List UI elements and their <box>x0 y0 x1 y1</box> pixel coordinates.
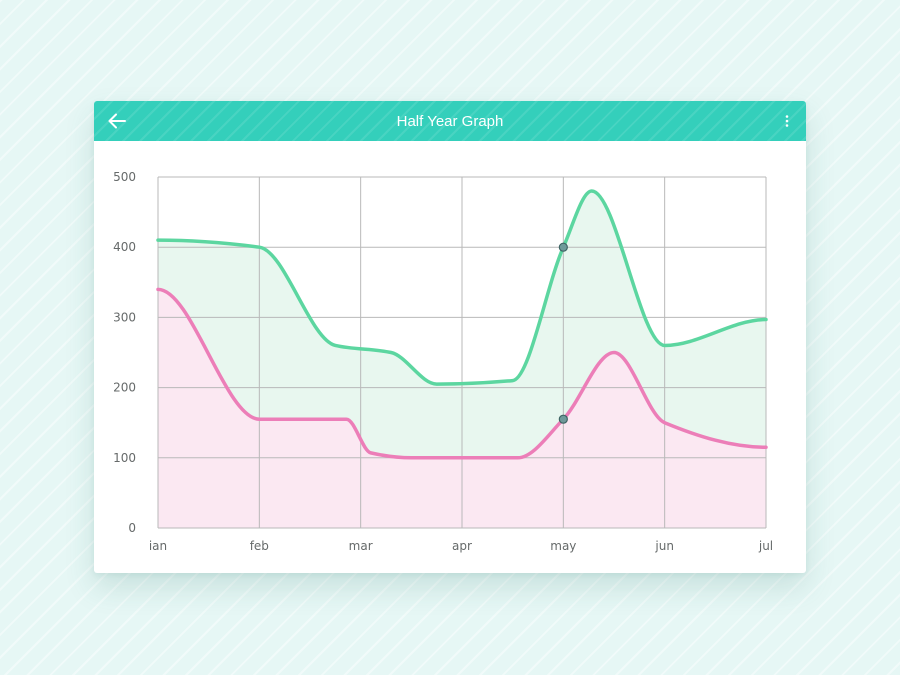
page-title: Half Year Graph <box>396 113 504 130</box>
highlight-point-pink <box>558 414 568 424</box>
chart-grid <box>157 176 767 529</box>
series-line-green <box>156 189 768 386</box>
x-tick-label: jul <box>758 539 773 553</box>
y-tick-label: 300 <box>113 310 136 324</box>
x-tick-label: jun <box>654 539 674 553</box>
x-tick-label: feb <box>250 539 269 553</box>
arrow-left-icon <box>108 113 126 129</box>
chart-card: Half Year Graph 0 100 200 300 400 500 ian feb m… <box>94 101 806 573</box>
x-tick-label: mar <box>349 539 373 553</box>
more-vert-icon <box>785 115 789 127</box>
y-axis-ticks: 0 100 200 300 400 500 <box>113 170 136 535</box>
more-options-button[interactable] <box>778 110 796 132</box>
y-tick-label: 500 <box>113 170 136 184</box>
chart-area: 0 100 200 300 400 500 ian feb mar apr may jun jul <box>94 141 806 573</box>
y-tick-label: 200 <box>113 381 136 395</box>
back-button[interactable] <box>104 109 130 133</box>
series-line-pink <box>156 287 768 460</box>
y-tick-label: 0 <box>128 521 136 535</box>
y-tick-label: 400 <box>113 240 136 254</box>
area-fills <box>158 191 766 528</box>
y-tick-label: 100 <box>113 451 136 465</box>
x-tick-label: apr <box>452 539 472 553</box>
series-fill-pink <box>158 289 766 528</box>
x-axis-ticks: ian feb mar apr may jun jul <box>149 539 773 553</box>
x-tick-label: may <box>550 539 576 553</box>
header-bar: Half Year Graph <box>94 101 806 141</box>
half-year-chart: 0 100 200 300 400 500 ian feb mar apr may jun jul <box>113 170 773 553</box>
highlight-point-green <box>558 242 568 252</box>
x-tick-label: ian <box>149 539 167 553</box>
series-lines <box>156 189 768 460</box>
highlight-markers <box>558 242 568 424</box>
